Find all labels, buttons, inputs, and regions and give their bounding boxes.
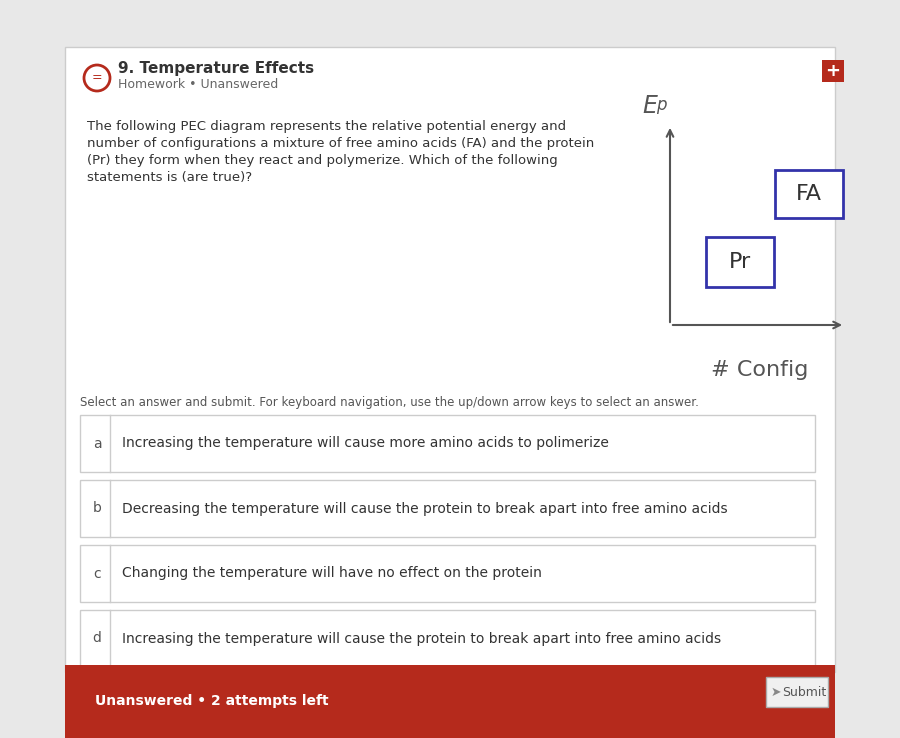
Text: Submit: Submit <box>782 686 826 698</box>
Text: p: p <box>656 96 667 114</box>
Bar <box>822 60 844 82</box>
Text: (Pr) they form when they react and polymerize. Which of the following: (Pr) they form when they react and polym… <box>87 154 558 167</box>
Text: Changing the temperature will have no effect on the protein: Changing the temperature will have no ef… <box>122 567 542 581</box>
Text: # Config: # Config <box>711 360 809 380</box>
Text: d: d <box>93 632 102 646</box>
Text: ➤: ➤ <box>770 686 781 698</box>
Text: E: E <box>642 94 657 118</box>
Bar <box>706 237 774 287</box>
Bar <box>80 610 815 667</box>
Text: 9. Temperature Effects: 9. Temperature Effects <box>118 61 314 75</box>
Bar <box>80 480 815 537</box>
Text: number of configurations a mixture of free amino acids (FA) and the protein: number of configurations a mixture of fr… <box>87 137 594 150</box>
Text: Increasing the temperature will cause more amino acids to polimerize: Increasing the temperature will cause mo… <box>122 436 609 450</box>
Text: b: b <box>93 502 102 516</box>
Text: Decreasing the temperature will cause the protein to break apart into free amino: Decreasing the temperature will cause th… <box>122 502 727 516</box>
Bar <box>80 545 815 602</box>
Text: Increasing the temperature will cause the protein to break apart into free amino: Increasing the temperature will cause th… <box>122 632 721 646</box>
Text: Homework • Unanswered: Homework • Unanswered <box>118 78 278 92</box>
Text: statements is (are true)?: statements is (are true)? <box>87 171 252 184</box>
Text: +: + <box>825 62 841 80</box>
Text: Select an answer and submit. For keyboard navigation, use the up/down arrow keys: Select an answer and submit. For keyboar… <box>80 396 699 409</box>
Bar <box>775 170 843 218</box>
Text: Pr: Pr <box>729 252 751 272</box>
Text: The following PEC diagram represents the relative potential energy and: The following PEC diagram represents the… <box>87 120 566 133</box>
Text: Unanswered • 2 attempts left: Unanswered • 2 attempts left <box>95 694 328 708</box>
Text: a: a <box>93 436 102 450</box>
Text: =: = <box>92 72 103 84</box>
Bar <box>65 47 835 672</box>
Bar <box>80 415 815 472</box>
Bar <box>766 677 828 707</box>
Bar <box>65 665 835 738</box>
Text: FA: FA <box>796 184 822 204</box>
Text: c: c <box>94 567 101 581</box>
